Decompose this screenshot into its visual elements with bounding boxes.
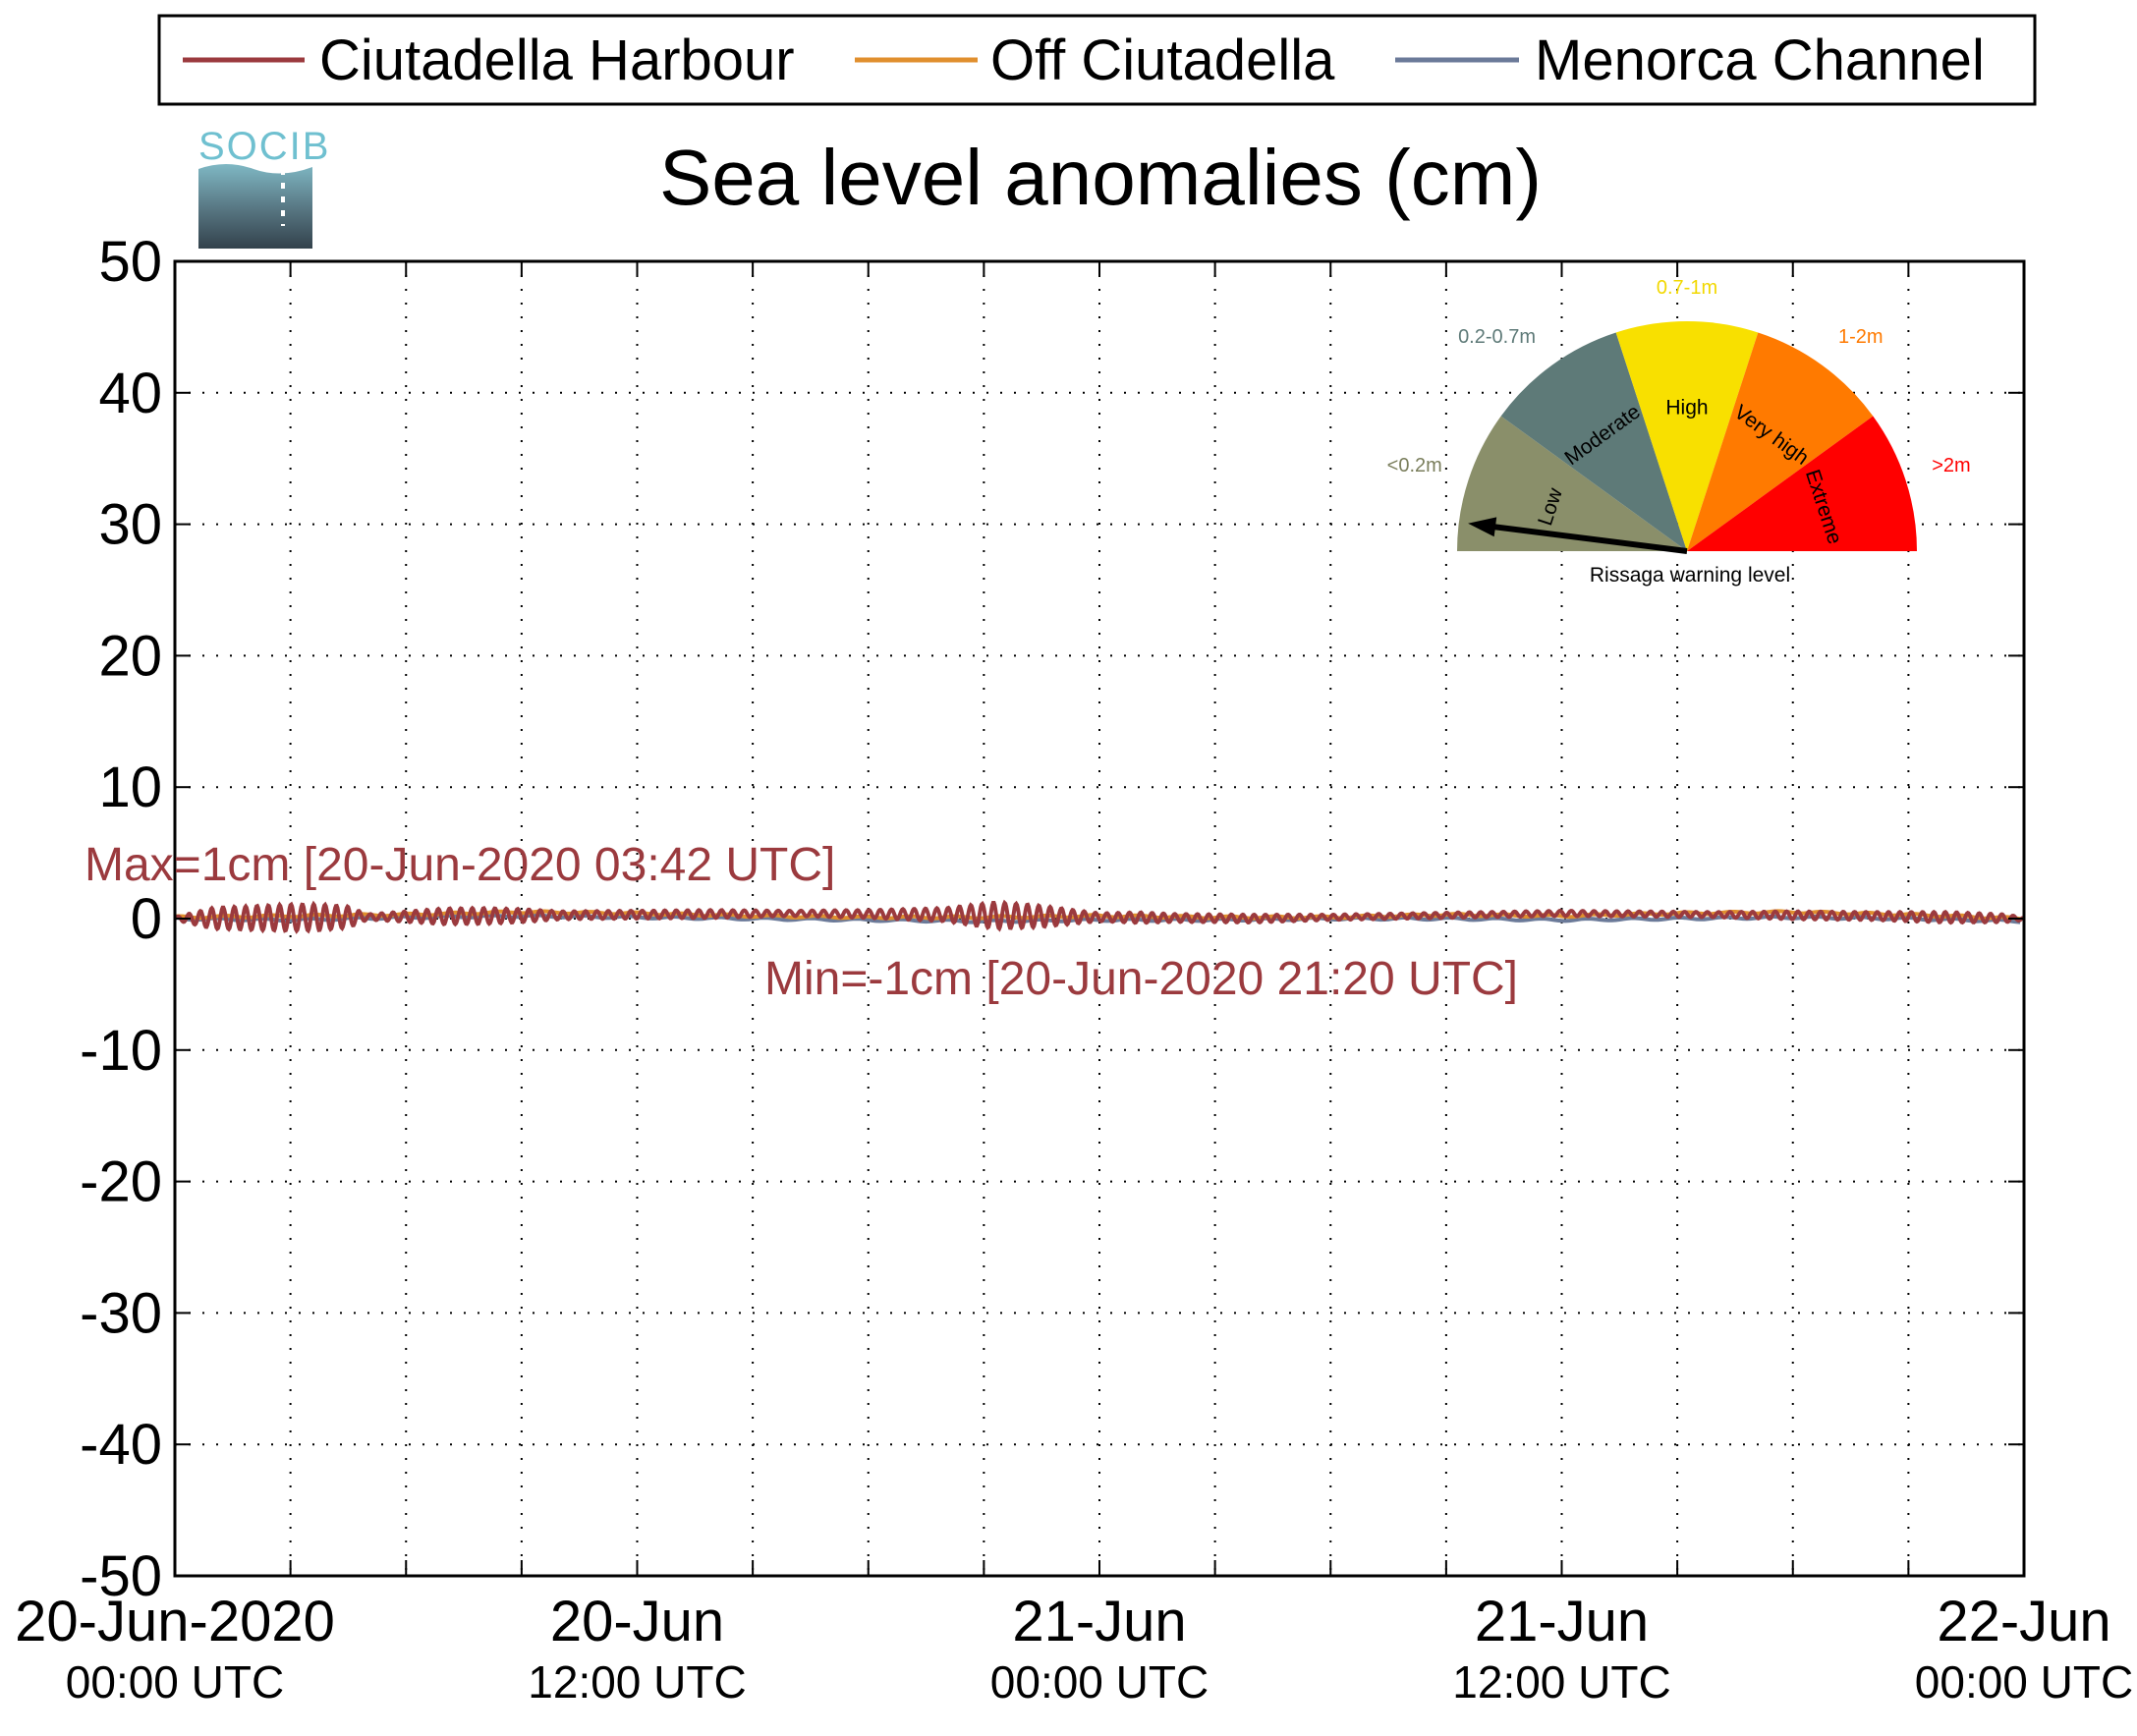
y-tick-label: -20 <box>80 1150 162 1214</box>
min-annotation: Min=-1cm [20-Jun-2020 21:20 UTC] <box>764 953 1518 1005</box>
gauge-segment-high <box>1615 321 1759 551</box>
y-tick-label: -10 <box>80 1019 162 1083</box>
gauge-segment-label: High <box>1665 396 1708 419</box>
socib-logo: SOCIB <box>198 125 330 249</box>
y-tick-label: 50 <box>98 230 162 294</box>
legend: Ciutadella Harbour Off Ciutadella Menorc… <box>157 14 2037 106</box>
logo-wave <box>198 164 312 249</box>
y-tick-label: 30 <box>98 493 162 557</box>
legend-label-ciutadella-harbour: Ciutadella Harbour <box>319 28 795 92</box>
legend-frame <box>157 14 2037 106</box>
gauge-segment-extreme <box>1687 416 1917 551</box>
series-line-ciutadella-harbour <box>173 899 2025 934</box>
gauge-segment-moderate <box>1500 332 1687 551</box>
max-annotation: Max=1cm [20-Jun-2020 03:42 UTC] <box>84 839 835 891</box>
x-tick-label-date: 20-Jun <box>550 1590 724 1653</box>
gauge-segments <box>1457 321 1917 551</box>
x-tick-label-time: 12:00 UTC <box>1452 1656 1670 1708</box>
legend-label-off-ciutadella: Off Ciutadella <box>990 28 1335 92</box>
gauge-segment-low <box>1457 416 1687 551</box>
gauge-needle-head <box>1468 517 1497 537</box>
y-tick-label: -40 <box>80 1413 162 1477</box>
x-tick-label-time: 00:00 UTC <box>1915 1656 2133 1708</box>
gauge-range-label: 1-2m <box>1838 326 1884 348</box>
y-tick-label: 0 <box>131 887 162 951</box>
x-tick-label-date: 20-Jun-2020 <box>15 1590 335 1653</box>
gauge-range-label: <0.2m <box>1387 455 1442 476</box>
gauge-range-label: 0.2-0.7m <box>1458 326 1536 348</box>
y-tick-label: 10 <box>98 756 162 819</box>
ticks <box>174 260 2025 1577</box>
series-layer <box>173 899 2025 934</box>
logo-text: SOCIB <box>198 125 330 168</box>
y-tick-label: 20 <box>98 624 162 688</box>
x-tick-label-time: 00:00 UTC <box>990 1656 1209 1708</box>
x-tick-label-date: 21-Jun <box>1475 1590 1649 1653</box>
chart-title: Sea level anomalies (cm) <box>659 134 1542 221</box>
x-tick-label-time: 12:00 UTC <box>528 1656 746 1708</box>
gauge-range-label: 0.7-1m <box>1657 277 1717 299</box>
x-tick-label-date: 21-Jun <box>1012 1590 1186 1653</box>
x-tick-label-time: 00:00 UTC <box>66 1656 284 1708</box>
y-tick-label: -30 <box>80 1281 162 1345</box>
gauge-needle <box>1481 522 1688 554</box>
y-tick-label: -50 <box>80 1544 162 1608</box>
x-tick-label-date: 22-Jun <box>1937 1590 2110 1653</box>
y-axis-labels: 50 40 30 20 10 0 -10 -20 -30 -40 -50 <box>80 230 162 1608</box>
gauge-range-label: >2m <box>1932 455 1970 476</box>
gauge-segment-very-high <box>1687 332 1874 551</box>
gauge-title: Rissaga warning level <box>1590 564 1790 587</box>
legend-label-menorca-channel: Menorca Channel <box>1535 28 1985 92</box>
y-tick-label: 40 <box>98 362 162 425</box>
